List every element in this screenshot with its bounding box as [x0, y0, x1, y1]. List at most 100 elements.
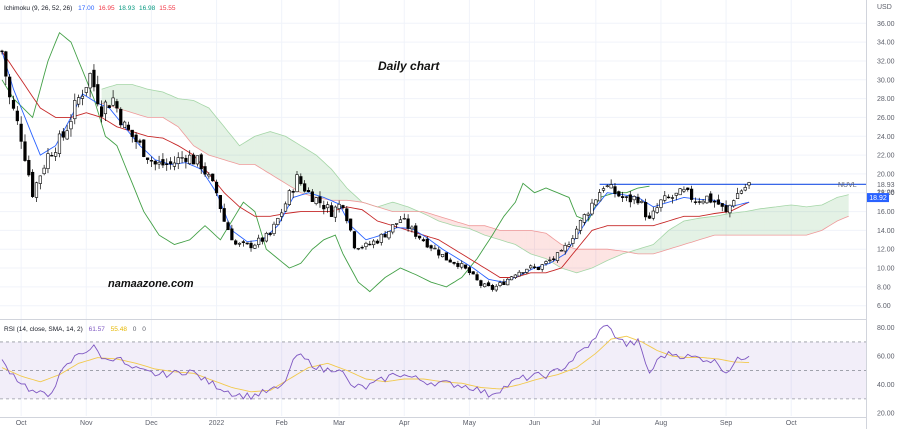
cloud-segment: [385, 203, 389, 211]
candle-body: [391, 224, 395, 233]
price-tick-label: 24.00: [877, 134, 895, 141]
rsi-pane[interactable]: [1, 324, 750, 401]
cloud-segment: [243, 140, 248, 165]
candle-body: [651, 210, 655, 219]
candle-body: [107, 105, 111, 109]
candle-body: [310, 191, 314, 202]
cloud-segment: [185, 99, 190, 141]
candle-body: [245, 242, 249, 245]
candle-body: [180, 157, 184, 159]
candle-body: [230, 228, 234, 241]
ichimoku-legend[interactable]: Ichimoku (9, 26, 52, 26) 17.00 16.95 18.93…: [4, 5, 176, 12]
cloud-segment: [672, 225, 677, 249]
candle-body: [529, 265, 533, 269]
cloud-segment: [722, 214, 727, 236]
candle-body: [467, 267, 471, 274]
cloud-segment: [388, 202, 393, 212]
cloud-segment: [354, 195, 359, 202]
candle-body: [509, 276, 514, 281]
cloud-segment: [289, 138, 294, 189]
time-tick-label: Sep: [720, 420, 733, 427]
cloud-segment: [277, 133, 282, 181]
cloud-segment: [400, 204, 405, 212]
cloud-segment: [220, 122, 225, 160]
price-pane[interactable]: [0, 31, 866, 293]
candle-body: [429, 245, 433, 249]
candle-body: [80, 95, 85, 99]
cloud-segment: [124, 84, 129, 112]
cloud-segment: [779, 205, 784, 236]
candle-body: [122, 121, 127, 128]
candle-body: [352, 231, 357, 249]
candle-body: [486, 282, 491, 287]
candle-body: [46, 153, 50, 169]
senkou-span-b-line: [101, 102, 849, 255]
price-tick-label: 8.00: [877, 284, 891, 291]
last-price-badge: [867, 193, 889, 203]
candle-body: [291, 191, 295, 193]
candle-body: [406, 218, 410, 229]
cloud-segment: [584, 249, 589, 271]
candle-body: [460, 263, 464, 268]
cloud-segment: [641, 246, 646, 254]
rsi-legend[interactable]: RSI (14, close, SMA, 14, 2) 61.57 55.48 …: [4, 326, 146, 333]
cloud-segment: [446, 218, 451, 225]
candle-body: [594, 199, 598, 206]
candle-body: [138, 140, 142, 143]
candle-body: [280, 212, 284, 217]
ticker-tag: NUVL: [838, 182, 857, 189]
cloud-segment: [649, 244, 654, 254]
cloud-segment: [810, 205, 815, 234]
cloud-segment: [833, 197, 838, 224]
time-axis[interactable]: Oct Nov Dec 2022 Feb Mar Apr May Jun Jul Aug Sep Oct: [16, 420, 797, 427]
cloud-segment: [591, 249, 596, 269]
time-tick-label: Dec: [145, 420, 158, 427]
candle-body: [425, 238, 429, 248]
cloud-segment: [170, 95, 175, 125]
candle-body: [739, 190, 744, 194]
candle-body: [73, 100, 77, 120]
cloud-segment: [588, 249, 592, 270]
candle-body: [88, 73, 92, 89]
cloud-segment: [136, 85, 140, 116]
candle-body: [176, 157, 180, 164]
rsi-axis[interactable]: 80.00 60.00 40.00 20.00: [877, 325, 895, 417]
candle-body: [237, 242, 242, 245]
cloud-segment: [266, 131, 271, 174]
cloud-segment: [749, 210, 753, 236]
cloud-segment: [312, 152, 317, 198]
candle-body: [440, 254, 445, 258]
time-tick-label: Oct: [16, 420, 27, 427]
cloud-segment: [603, 249, 608, 263]
price-tick-label: 20.00: [877, 171, 895, 178]
candle-body: [517, 271, 521, 277]
cloud-segment: [105, 86, 110, 106]
candle-body: [23, 141, 27, 161]
cloud-segment: [488, 226, 493, 238]
candle-body: [502, 281, 506, 286]
candle-body: [417, 235, 422, 239]
cloud-segment: [404, 205, 409, 212]
candle-body: [395, 223, 399, 225]
candle-body: [184, 157, 188, 162]
price-axis[interactable]: 36.00 34.00 32.00 30.00 28.00 26.00 24.00 22.00…: [838, 21, 895, 310]
rsi-legend-value: 61.57: [89, 326, 106, 333]
candle-body: [705, 195, 709, 204]
cloud-segment: [281, 135, 286, 184]
cloud-segment: [841, 195, 845, 220]
cloud-segment: [228, 131, 232, 163]
candle-body: [364, 242, 368, 248]
candle-body: [222, 208, 226, 222]
candle-body: [578, 219, 583, 231]
time-tick-label: Nov: [80, 420, 93, 427]
candle-body: [659, 199, 663, 208]
candle-body: [84, 87, 88, 93]
cloud-segment: [408, 206, 412, 212]
candle-body: [678, 188, 682, 196]
candle-body: [54, 152, 58, 157]
candle-body: [345, 208, 349, 222]
cloud-segment: [787, 204, 792, 236]
candle-body: [670, 197, 675, 199]
